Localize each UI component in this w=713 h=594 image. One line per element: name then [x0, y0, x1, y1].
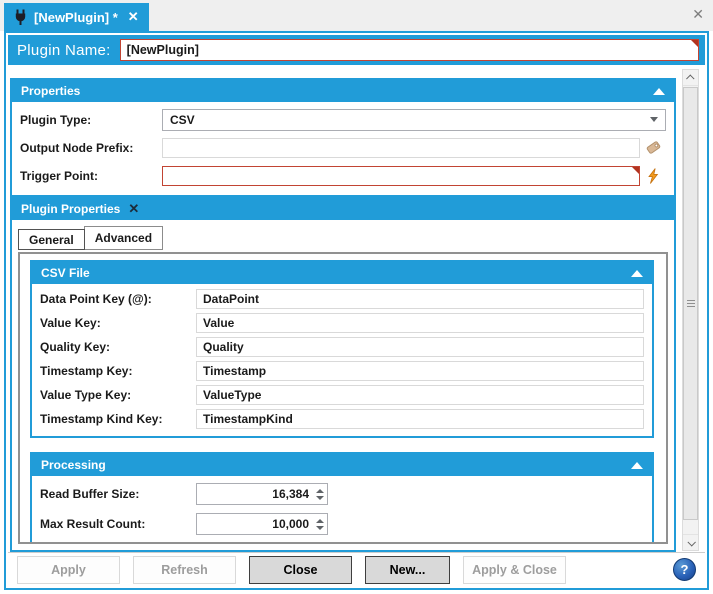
timestamp-kind-key-input[interactable]: [196, 409, 644, 429]
help-button[interactable]: ?: [673, 558, 696, 581]
close-button[interactable]: Close: [249, 555, 352, 584]
lightning-icon: [647, 167, 659, 184]
csv-file-title: CSV File: [41, 266, 90, 280]
max-result-count-input[interactable]: [197, 514, 312, 534]
trigger-point-row: Trigger Point:: [20, 164, 666, 187]
plugin-properties-group: Plugin Properties ✕ General Advanced CSV…: [10, 196, 676, 552]
chevron-down-icon: [686, 537, 696, 547]
plugin-name-bar: Plugin Name:: [8, 35, 705, 65]
plugin-type-row: Plugin Type: CSV: [20, 108, 666, 131]
chevron-down-icon: [650, 117, 658, 122]
trigger-point-input[interactable]: [162, 165, 640, 186]
quality-key-input[interactable]: [196, 337, 644, 357]
validation-corner-icon: [632, 166, 639, 174]
tag-icon: [645, 140, 662, 155]
collapse-up-icon[interactable]: [631, 269, 643, 277]
window-close-icon[interactable]: ✕: [692, 6, 704, 22]
spinner-arrows-icon[interactable]: [312, 514, 327, 534]
max-result-count-stepper: [196, 513, 328, 535]
plug-icon: [14, 9, 27, 25]
trigger-point-wrap: [162, 165, 640, 186]
plugin-properties-title: Plugin Properties: [21, 202, 121, 216]
value-key-input[interactable]: [196, 313, 644, 333]
csv-file-body: Data Point Key (@): Value Key: Quality K…: [32, 284, 652, 436]
tab-advanced[interactable]: Advanced: [83, 226, 164, 250]
general-tab-panel: CSV File Data Point Key (@): Value Key: …: [18, 252, 668, 544]
value-type-key-input[interactable]: [196, 385, 644, 405]
csv-file-header: CSV File: [32, 262, 652, 284]
processing-body: Read Buffer Size: Max Result Count:: [32, 476, 652, 542]
vertical-scrollbar[interactable]: [682, 69, 699, 551]
trigger-point-label: Trigger Point:: [20, 168, 98, 183]
timestamp-kind-key-row: Timestamp Kind Key:: [40, 409, 644, 429]
tab-general[interactable]: General: [18, 229, 85, 250]
properties-group-body: Plugin Type: CSV Output Node Prefix:: [12, 102, 674, 195]
apply-button[interactable]: Apply: [17, 555, 120, 584]
apply-and-close-button[interactable]: Apply & Close: [463, 555, 566, 584]
collapse-up-icon[interactable]: [653, 87, 665, 95]
tab-general-label: General: [29, 232, 74, 247]
timestamp-key-label: Timestamp Key:: [40, 364, 133, 378]
plugin-editor-panel: Plugin Name: Properties Plugin Type: CSV…: [4, 31, 709, 590]
read-buffer-size-row: Read Buffer Size:: [40, 481, 644, 507]
plugin-document-tab[interactable]: [NewPlugin] * ✕: [4, 3, 149, 31]
read-buffer-size-stepper: [196, 483, 328, 505]
plugin-properties-tabs: General Advanced: [18, 226, 674, 250]
tab-close-icon[interactable]: ✕: [127, 9, 139, 24]
properties-group-title: Properties: [21, 84, 81, 98]
timestamp-kind-key-label: Timestamp Kind Key:: [40, 412, 163, 426]
max-result-count-label: Max Result Count:: [40, 517, 146, 531]
output-node-prefix-row: Output Node Prefix:: [20, 136, 666, 159]
tab-advanced-label: Advanced: [94, 231, 153, 245]
validation-corner-icon: [691, 40, 698, 47]
plugin-type-value: CSV: [170, 112, 195, 127]
data-point-key-input[interactable]: [196, 289, 644, 309]
document-tab-strip: [NewPlugin] * ✕ ✕: [0, 0, 713, 31]
plugin-name-input-wrap: [119, 39, 699, 61]
data-point-key-row: Data Point Key (@):: [40, 289, 644, 309]
quality-key-row: Quality Key:: [40, 337, 644, 357]
processing-header: Processing: [32, 454, 652, 476]
read-buffer-size-input[interactable]: [197, 484, 312, 504]
spinner-arrows-icon[interactable]: [312, 484, 327, 504]
quality-key-label: Quality Key:: [40, 340, 111, 354]
plugin-name-label: Plugin Name:: [17, 41, 111, 59]
timestamp-key-row: Timestamp Key:: [40, 361, 644, 381]
read-buffer-size-label: Read Buffer Size:: [40, 487, 140, 501]
plugin-properties-header: Plugin Properties ✕: [12, 198, 674, 220]
chevron-up-icon: [685, 73, 695, 83]
help-question-icon: ?: [680, 562, 689, 577]
value-type-key-label: Value Type Key:: [40, 388, 132, 402]
timestamp-key-input[interactable]: [196, 361, 644, 381]
value-key-row: Value Key:: [40, 313, 644, 333]
new-button[interactable]: New...: [365, 555, 450, 584]
data-point-key-label: Data Point Key (@):: [40, 292, 152, 306]
output-node-prefix-label: Output Node Prefix:: [20, 140, 134, 155]
output-node-prefix-wrap: [162, 137, 640, 158]
scroll-up-button[interactable]: [683, 70, 698, 86]
collapse-up-icon[interactable]: [631, 461, 643, 469]
scroll-down-button[interactable]: [683, 534, 698, 550]
scrollbar-thumb[interactable]: [683, 87, 698, 520]
refresh-button[interactable]: Refresh: [133, 555, 236, 584]
value-key-label: Value Key:: [40, 316, 101, 330]
max-result-count-row: Max Result Count:: [40, 511, 644, 537]
value-type-key-row: Value Type Key:: [40, 385, 644, 405]
properties-group: Properties Plugin Type: CSV Output Node …: [10, 78, 676, 197]
output-node-prefix-input[interactable]: [162, 137, 640, 158]
plugin-properties-close-icon[interactable]: ✕: [128, 201, 140, 216]
csv-file-group: CSV File Data Point Key (@): Value Key: …: [30, 260, 654, 438]
processing-title: Processing: [41, 458, 106, 472]
plugin-name-input[interactable]: [119, 39, 699, 61]
tab-title: [NewPlugin] *: [34, 9, 118, 25]
properties-group-header: Properties: [12, 80, 674, 102]
plugin-type-select[interactable]: CSV: [162, 108, 666, 131]
plugin-type-label: Plugin Type:: [20, 112, 92, 127]
processing-group: Processing Read Buffer Size:: [30, 452, 654, 542]
footer-button-bar: Apply Refresh Close New... Apply & Close…: [8, 552, 705, 586]
